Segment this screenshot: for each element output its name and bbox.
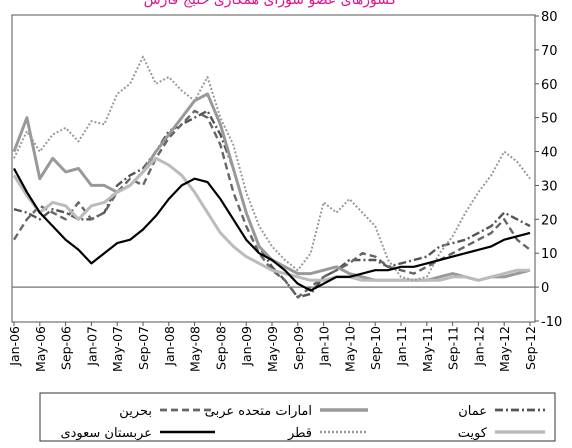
y-tick-label: 80 bbox=[541, 10, 558, 25]
legend-label: عربستان سعودی bbox=[60, 426, 152, 441]
y-tick-label: 20 bbox=[541, 213, 558, 228]
x-tick-label: May-10 bbox=[342, 326, 357, 372]
x-tick-label: Sep-11 bbox=[446, 326, 461, 370]
x-tick-label: Sep-10 bbox=[368, 326, 383, 370]
x-tick-label: Jan-06 bbox=[7, 326, 22, 367]
series-line bbox=[13, 167, 531, 292]
x-tick-label: Jan-09 bbox=[239, 326, 254, 367]
x-tick-label: Sep-08 bbox=[213, 326, 228, 370]
series-line bbox=[13, 109, 531, 299]
x-tick-label: Jan-11 bbox=[394, 326, 409, 367]
x-tick-label: Jan-07 bbox=[84, 326, 99, 367]
legend-label: کویت bbox=[458, 426, 488, 441]
x-tick-label: Sep-06 bbox=[59, 326, 74, 370]
x-tick-label: Jan-10 bbox=[317, 326, 332, 367]
y-tick-label: 70 bbox=[541, 44, 558, 59]
x-tick-label: May-07 bbox=[110, 326, 125, 372]
series-line bbox=[12, 156, 530, 282]
series-line bbox=[13, 55, 531, 282]
y-tick-label: 60 bbox=[541, 78, 558, 93]
x-tick-label: May-12 bbox=[497, 326, 512, 372]
legend-label: قطر bbox=[287, 426, 312, 441]
x-tick-label: May-09 bbox=[265, 326, 280, 372]
chart-title: کشورهای عضو شورای همکاری خلیج فارس bbox=[144, 0, 397, 8]
x-tick-label: May-06 bbox=[33, 326, 48, 372]
x-tick-label: Jan-12 bbox=[471, 326, 486, 367]
legend-label: امارات متحده عربی bbox=[205, 404, 312, 419]
legend-label: بحرین bbox=[119, 404, 152, 419]
x-tick-label: Sep-07 bbox=[136, 326, 151, 370]
y-tick-label: 10 bbox=[541, 247, 558, 262]
legend-label: عمان bbox=[458, 404, 487, 419]
x-tick-label: Sep-12 bbox=[523, 326, 538, 370]
x-tick-label: Jan-08 bbox=[162, 326, 177, 367]
y-tick-label: -10 bbox=[541, 315, 562, 330]
y-tick-label: 40 bbox=[541, 146, 558, 161]
legend-box bbox=[39, 392, 556, 442]
plot-frame bbox=[11, 14, 536, 323]
x-tick-label: May-08 bbox=[188, 326, 203, 372]
x-tick-label: May-11 bbox=[420, 326, 435, 372]
y-tick-label: 30 bbox=[541, 179, 558, 194]
x-tick-label: Sep-09 bbox=[291, 326, 306, 370]
y-tick-label: 0 bbox=[541, 281, 549, 296]
y-tick-label: 50 bbox=[541, 112, 558, 127]
